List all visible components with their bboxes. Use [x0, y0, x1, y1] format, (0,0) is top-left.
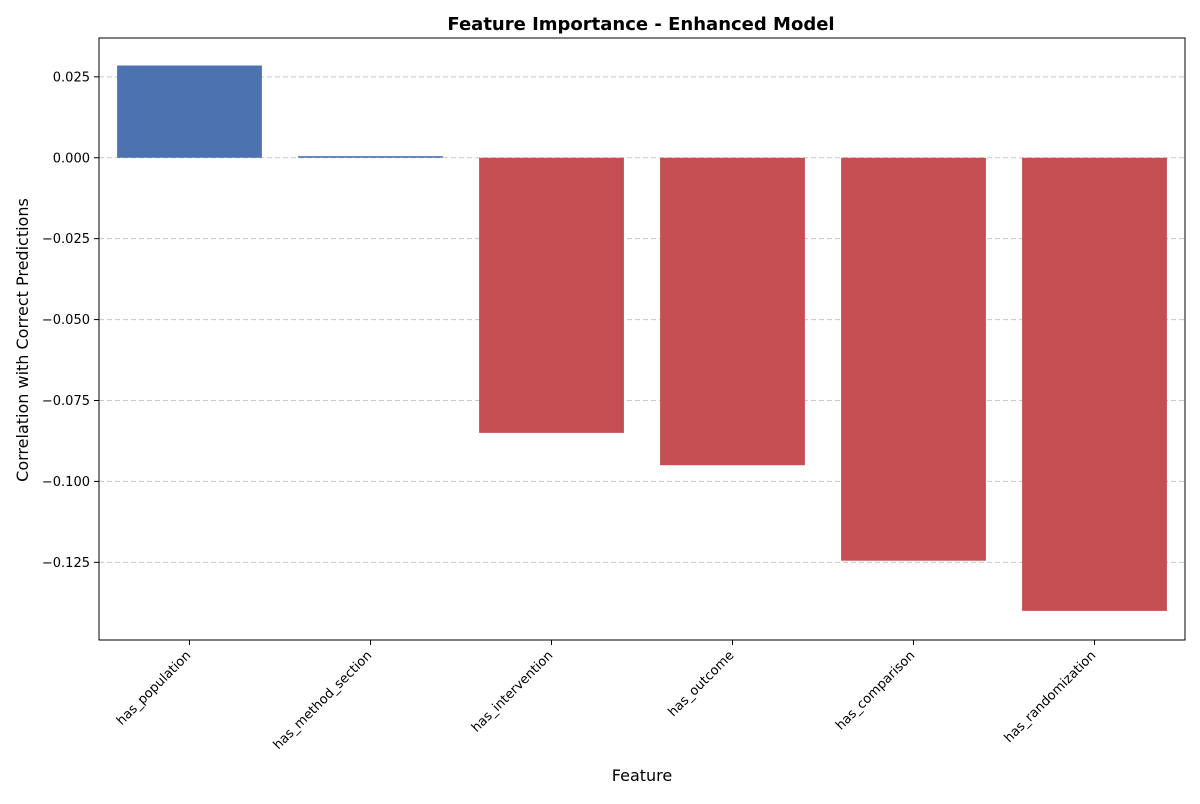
y-axis-label: Correlation with Correct Predictions [13, 198, 32, 482]
bar-has-population [117, 65, 262, 158]
x-tick-label: has_population [114, 648, 194, 728]
y-tick-label: −0.050 [42, 313, 90, 328]
x-tick-label: has_comparison [833, 648, 918, 733]
bar-has-comparison [841, 157, 986, 561]
y-tick-label: −0.100 [42, 475, 90, 490]
y-tick-label: −0.025 [42, 232, 90, 247]
bar-has-intervention [479, 157, 624, 433]
x-tick-label: has_intervention [469, 648, 556, 735]
x-axis-label: Feature [612, 766, 672, 785]
y-tick-label: −0.125 [42, 556, 90, 571]
bars [117, 65, 1167, 611]
y-tick-label: −0.075 [42, 394, 90, 409]
y-axis-ticks: 0.025 0.000 −0.025 −0.050 −0.075 −0.100 −0.125 [42, 70, 99, 571]
bar-has-randomization [1022, 157, 1167, 611]
plot-frame [98, 37, 1186, 641]
grid-lines [99, 76, 1185, 563]
x-tick-label: has_randomization [1002, 648, 1100, 746]
x-tick-label: has_method_section [271, 648, 376, 753]
bar-has-method-section [298, 156, 443, 158]
y-tick-label: 0.000 [53, 151, 90, 166]
y-tick-label: 0.025 [53, 70, 90, 85]
chart-title: Feature Importance - Enhanced Model [447, 14, 834, 35]
bar-has-outcome [660, 157, 805, 466]
x-tick-label: has_outcome [666, 648, 738, 720]
x-axis-ticks: has_population has_method_section has_inte… [114, 640, 1099, 753]
